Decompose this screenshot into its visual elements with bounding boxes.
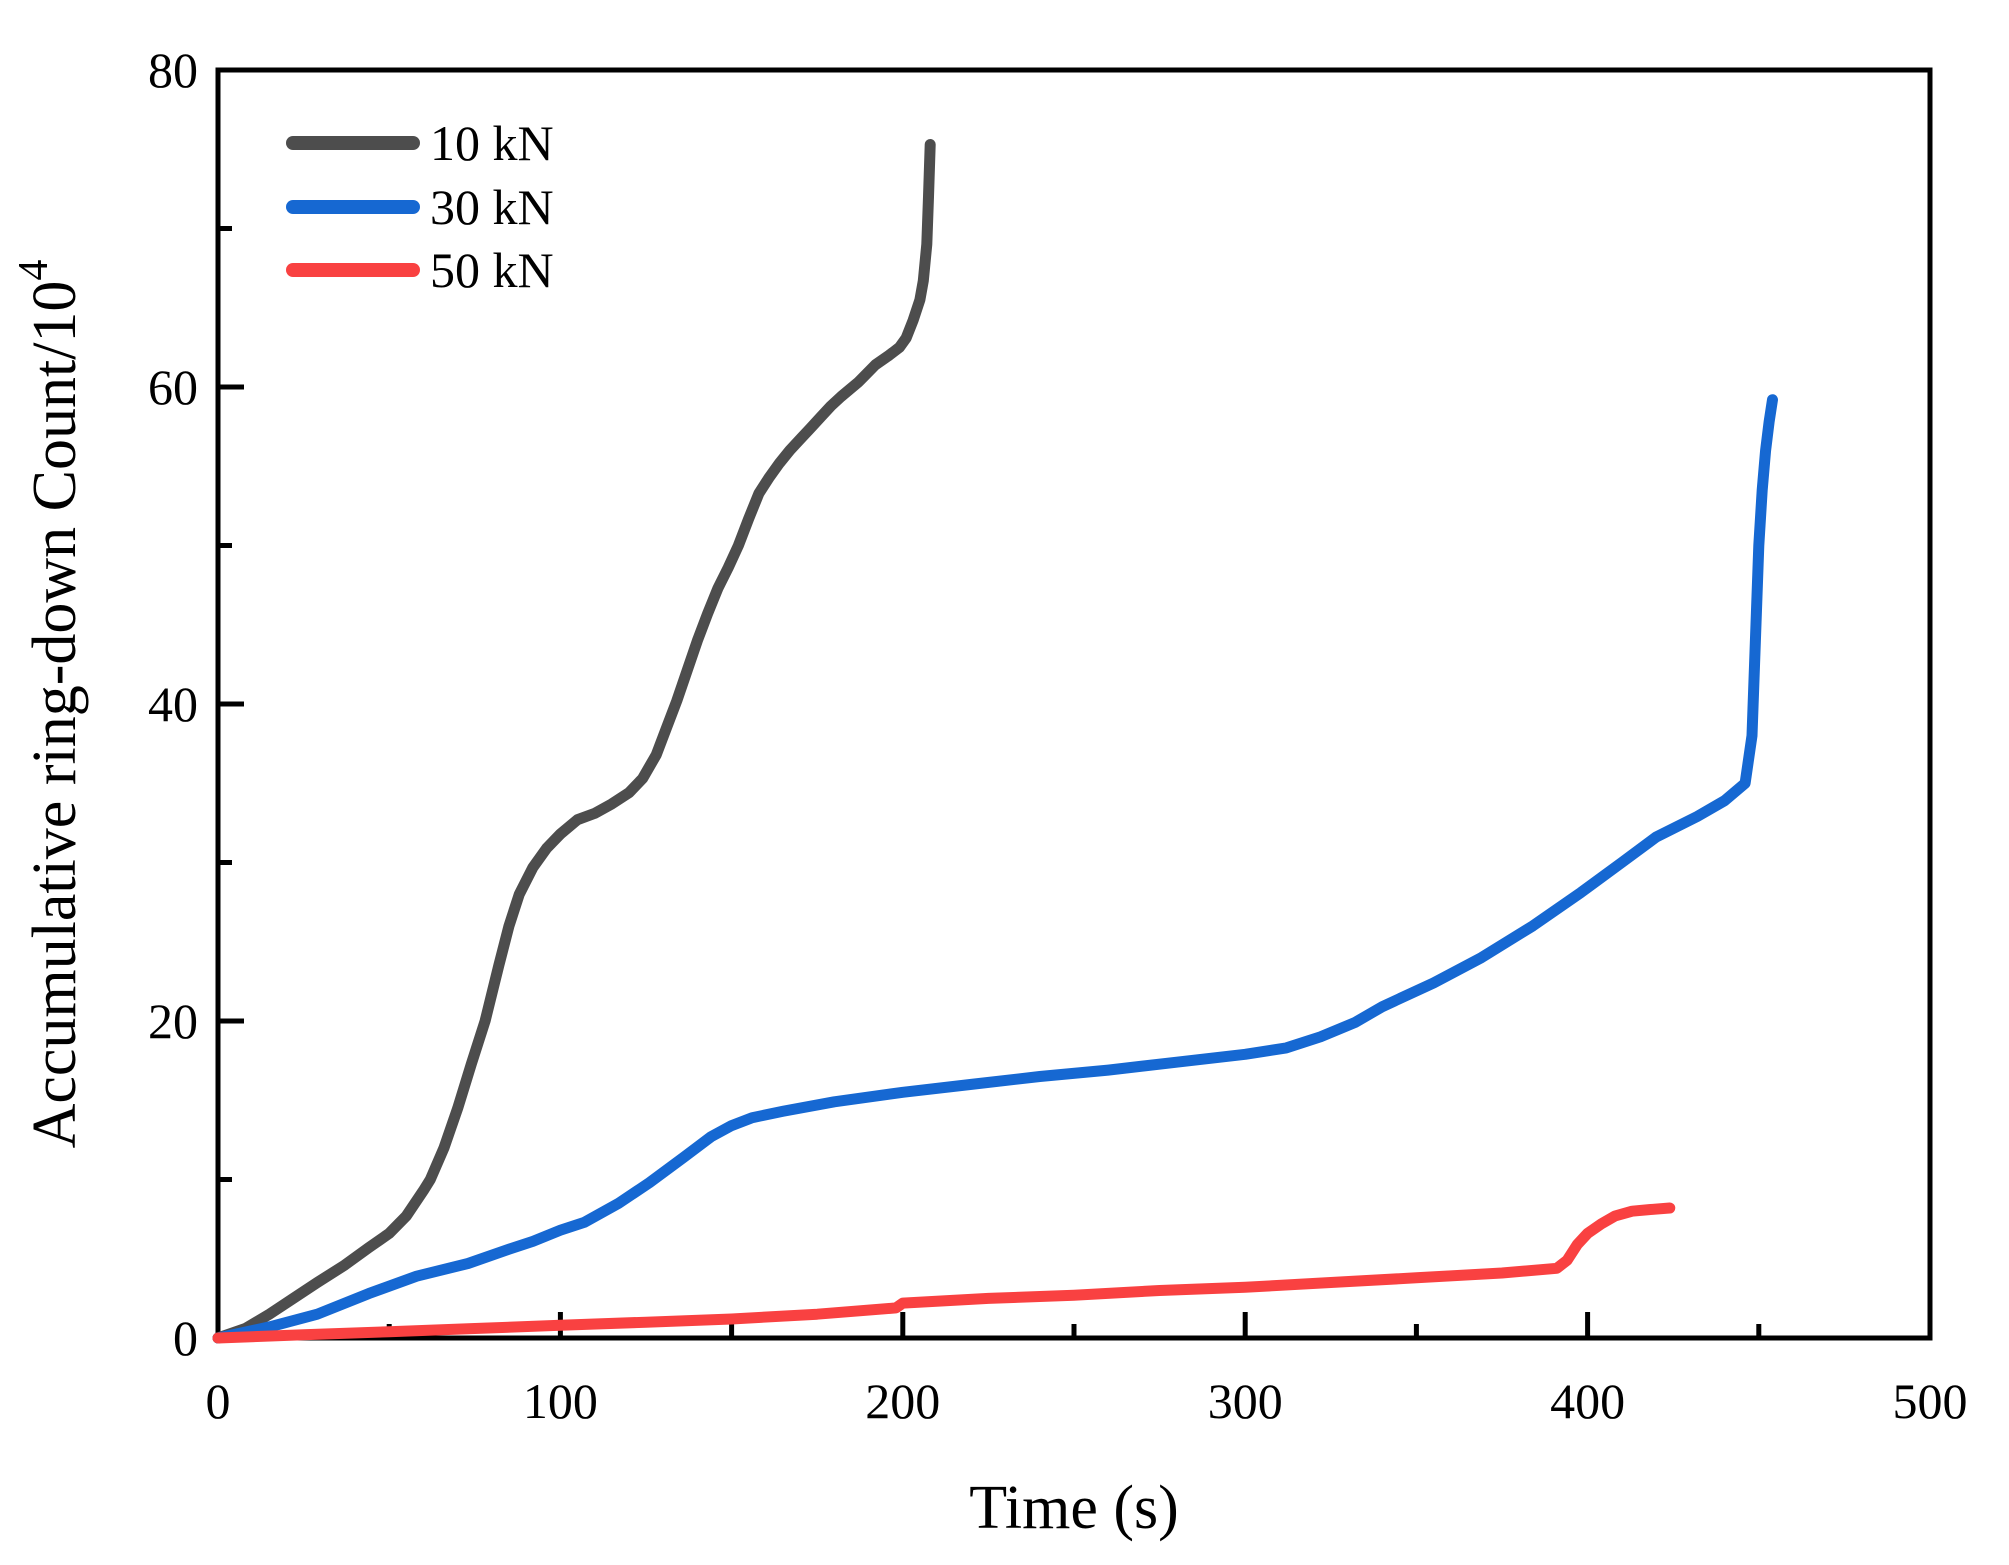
series-line-10-kn [212, 139, 936, 1344]
y-tick-label: 20 [148, 993, 198, 1049]
x-tick-label: 500 [1893, 1373, 1968, 1429]
x-tick-label: 400 [1550, 1373, 1625, 1429]
y-tick-label: 60 [148, 359, 198, 415]
x-tick-label: 0 [206, 1373, 231, 1429]
y-tick-label: 80 [148, 42, 198, 98]
y-tick-label: 40 [148, 676, 198, 732]
y-axis-title: Accumulative ring-down Count/104 [11, 260, 89, 1149]
legend-label-30kn: 30 kN [430, 179, 554, 235]
series-line-50-kn [212, 1202, 1676, 1344]
y-axis-title-exponent: 4 [11, 260, 57, 281]
data-series [212, 139, 1778, 1344]
series-line-30-kn [212, 394, 1778, 1344]
y-tick-label: 0 [173, 1310, 198, 1366]
legend-label-10kn: 10 kN [430, 115, 554, 171]
x-tick-label: 100 [523, 1373, 598, 1429]
legend: 10 kN 30 kN 50 kN [286, 115, 554, 298]
x-tick-label: 300 [1208, 1373, 1283, 1429]
x-tick-label: 200 [865, 1373, 940, 1429]
x-axis-title: Time (s) [969, 1474, 1179, 1542]
legend-label-50kn: 50 kN [430, 242, 554, 298]
axis-tick-labels: 0 100 200 300 400 500 0 20 40 60 80 [148, 42, 1968, 1429]
